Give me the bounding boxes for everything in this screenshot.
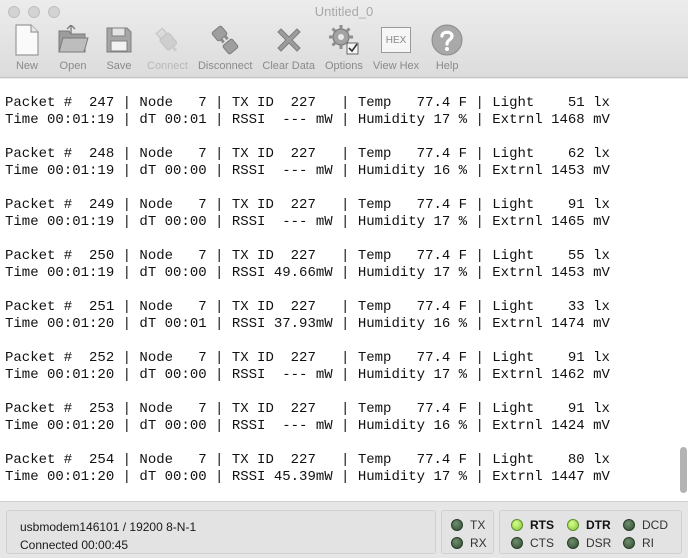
title-toolbar: Untitled_0 New Open bbox=[0, 0, 688, 78]
connect-label: Connect bbox=[147, 60, 188, 72]
ri-indicator: RI bbox=[623, 536, 654, 550]
toolbar: New Open Save bbox=[4, 22, 470, 76]
packet-header-line: Packet # 248 | Node 7 | TX ID 227 | Temp… bbox=[5, 146, 610, 162]
packet-detail-line: Time 00:01:20 | dT 00:00 | RSSI --- mW |… bbox=[5, 367, 610, 383]
rts-indicator[interactable]: RTS bbox=[511, 518, 554, 532]
options-label: Options bbox=[324, 60, 363, 72]
packet-entry: Packet # 252 | Node 7 | TX ID 227 | Temp… bbox=[5, 350, 610, 401]
rx-indicator: RX bbox=[451, 536, 487, 550]
packet-entry: Packet # 251 | Node 7 | TX ID 227 | Temp… bbox=[5, 299, 610, 350]
terminal-output[interactable]: Packet # 247 | Node 7 | TX ID 227 | Temp… bbox=[0, 79, 688, 501]
packet-header-line: Packet # 247 | Node 7 | TX ID 227 | Temp… bbox=[5, 95, 610, 111]
dcd-label: DCD bbox=[642, 518, 668, 532]
new-document-icon bbox=[9, 22, 45, 58]
options-button[interactable]: Options bbox=[320, 22, 368, 76]
vertical-scrollbar[interactable] bbox=[680, 447, 687, 493]
save-label: Save bbox=[106, 60, 132, 72]
packet-header-line: Packet # 252 | Node 7 | TX ID 227 | Temp… bbox=[5, 350, 610, 366]
hex-icon-text: HEX bbox=[381, 27, 412, 53]
window-controls bbox=[8, 6, 60, 18]
new-button[interactable]: New bbox=[4, 22, 50, 76]
packet-header-line: Packet # 250 | Node 7 | TX ID 227 | Temp… bbox=[5, 248, 610, 264]
dtr-led-icon bbox=[567, 519, 579, 531]
cts-led-icon bbox=[511, 537, 523, 549]
open-folder-icon bbox=[55, 22, 91, 58]
usb-plug-icon bbox=[149, 22, 185, 58]
window-title: Untitled_0 bbox=[314, 4, 374, 19]
rts-led-icon bbox=[511, 519, 523, 531]
clear-data-label: Clear Data bbox=[262, 60, 315, 72]
connection-panel: usbmodem146101 / 19200 8-N-1 Connected 0… bbox=[6, 510, 436, 554]
port-settings: usbmodem146101 / 19200 8-N-1 bbox=[20, 520, 197, 534]
rx-label: RX bbox=[470, 536, 487, 550]
help-button[interactable]: Help bbox=[424, 22, 470, 76]
rts-label: RTS bbox=[530, 518, 554, 532]
ri-led-icon bbox=[623, 537, 635, 549]
view-hex-button[interactable]: HEX View Hex bbox=[368, 22, 424, 76]
control-lines-panel: RTS CTS DTR DSR DCD RI bbox=[499, 510, 682, 554]
unplug-icon bbox=[207, 22, 243, 58]
cts-indicator: CTS bbox=[511, 536, 554, 550]
packet-detail-line: Time 00:01:19 | dT 00:00 | RSSI --- mW |… bbox=[5, 214, 610, 230]
new-label: New bbox=[15, 60, 38, 72]
close-window-button[interactable] bbox=[8, 6, 20, 18]
tx-rx-panel: TX RX bbox=[441, 510, 494, 554]
dcd-indicator: DCD bbox=[623, 518, 668, 532]
packet-detail-line: Time 00:01:20 | dT 00:01 | RSSI 37.93mW … bbox=[5, 316, 610, 332]
minimize-window-button[interactable] bbox=[28, 6, 40, 18]
connection-status: Connected 00:00:45 bbox=[20, 538, 129, 552]
dsr-indicator: DSR bbox=[567, 536, 611, 550]
rx-led-icon bbox=[451, 537, 463, 549]
dtr-indicator[interactable]: DTR bbox=[567, 518, 611, 532]
dsr-led-icon bbox=[567, 537, 579, 549]
disconnect-label: Disconnect bbox=[197, 60, 253, 72]
save-button[interactable]: Save bbox=[96, 22, 142, 76]
tx-led-icon bbox=[451, 519, 463, 531]
zoom-window-button[interactable] bbox=[48, 6, 60, 18]
packet-entry: Packet # 249 | Node 7 | TX ID 227 | Temp… bbox=[5, 197, 610, 248]
open-label: Open bbox=[59, 60, 87, 72]
packet-detail-line: Time 00:01:20 | dT 00:00 | RSSI 45.39mW … bbox=[5, 469, 610, 485]
tx-label: TX bbox=[470, 518, 486, 532]
hex-icon: HEX bbox=[378, 22, 414, 58]
packet-entry: Packet # 254 | Node 7 | TX ID 227 | Temp… bbox=[5, 452, 610, 501]
dsr-label: DSR bbox=[586, 536, 612, 550]
packet-header-line: Packet # 253 | Node 7 | TX ID 227 | Temp… bbox=[5, 401, 610, 417]
connect-button[interactable]: Connect bbox=[142, 22, 193, 76]
save-disk-icon bbox=[101, 22, 137, 58]
packet-header-line: Packet # 249 | Node 7 | TX ID 227 | Temp… bbox=[5, 197, 610, 213]
gear-icon bbox=[326, 22, 362, 58]
clear-data-button[interactable]: Clear Data bbox=[257, 22, 320, 76]
packet-detail-line: Time 00:01:20 | dT 00:00 | RSSI --- mW |… bbox=[5, 418, 610, 434]
disconnect-button[interactable]: Disconnect bbox=[193, 22, 257, 76]
view-hex-label: View Hex bbox=[372, 60, 420, 72]
packet-detail-line: Time 00:01:19 | dT 00:01 | RSSI --- mW |… bbox=[5, 112, 610, 128]
packet-detail-line: Time 00:01:19 | dT 00:00 | RSSI --- mW |… bbox=[5, 163, 610, 179]
help-question-icon bbox=[429, 22, 465, 58]
packet-entry: Packet # 248 | Node 7 | TX ID 227 | Temp… bbox=[5, 146, 610, 197]
packet-entry: Packet # 247 | Node 7 | TX ID 227 | Temp… bbox=[5, 95, 610, 146]
clear-x-icon bbox=[271, 22, 307, 58]
ri-label: RI bbox=[642, 536, 654, 550]
cts-label: CTS bbox=[530, 536, 554, 550]
status-bar: usbmodem146101 / 19200 8-N-1 Connected 0… bbox=[0, 501, 688, 558]
packet-entry: Packet # 250 | Node 7 | TX ID 227 | Temp… bbox=[5, 248, 610, 299]
dcd-led-icon bbox=[623, 519, 635, 531]
dtr-label: DTR bbox=[586, 518, 611, 532]
packet-detail-line: Time 00:01:19 | dT 00:00 | RSSI 49.66mW … bbox=[5, 265, 610, 281]
packet-entry: Packet # 253 | Node 7 | TX ID 227 | Temp… bbox=[5, 401, 610, 452]
packet-header-line: Packet # 251 | Node 7 | TX ID 227 | Temp… bbox=[5, 299, 610, 315]
open-button[interactable]: Open bbox=[50, 22, 96, 76]
terminal-lines: Packet # 247 | Node 7 | TX ID 227 | Temp… bbox=[5, 95, 610, 501]
help-label: Help bbox=[435, 60, 459, 72]
tx-indicator: TX bbox=[451, 518, 485, 532]
packet-header-line: Packet # 254 | Node 7 | TX ID 227 | Temp… bbox=[5, 452, 610, 468]
